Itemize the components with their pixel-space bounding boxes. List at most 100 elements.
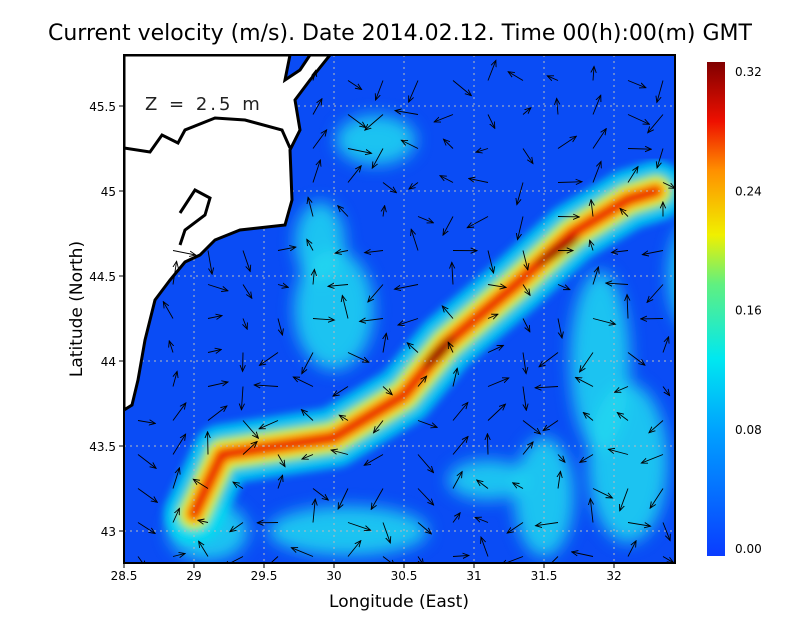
velocity-arrow [172,553,185,556]
velocity-arrow [407,343,419,353]
velocity-arrow [417,420,437,428]
colorbar-label: 0.00 [735,542,762,556]
velocity-arrow [452,80,471,96]
velocity-arrow [487,314,498,318]
velocity-arrow [662,337,669,353]
velocity-arrow [242,284,252,299]
velocity-arrow [172,403,186,421]
velocity-arrow [277,318,282,336]
x-tick-label: 29 [186,569,201,583]
velocity-arrow [371,488,384,510]
velocity-arrow [223,556,244,563]
velocity-arrow [241,386,243,410]
velocity-arrow [592,318,615,325]
velocity-arrow [328,285,349,287]
y-tick-label: 44 [101,355,116,369]
velocity-arrow [733,366,737,387]
velocity-arrow [508,72,524,81]
colorbar-label: 0.24 [735,184,762,198]
velocity-arrow [733,440,750,455]
velocity-arrow [649,420,664,433]
velocity-arrow [590,240,593,251]
velocity-arrow [163,302,174,319]
velocity-arrow [418,556,424,563]
velocity-arrow [733,403,750,420]
velocity-arrow [522,442,533,455]
velocity-arrow [382,556,395,563]
x-tick-label: 31.5 [531,569,558,583]
velocity-arrow [383,206,385,217]
x-axis-label: Longitude (East) [329,592,469,612]
x-tick-label: 32 [606,569,621,583]
velocity-arrow [657,80,664,103]
velocity-arrow [417,376,427,387]
velocity-arrow [733,557,752,559]
velocity-arrow [230,522,244,532]
velocity-arrow [627,167,638,183]
velocity-arrow [647,284,664,303]
velocity-arrow [593,66,594,81]
velocity-arrow [592,129,606,149]
velocity-arrow [409,182,419,190]
velocity-arrow [307,239,314,251]
velocity-arrow [650,488,664,509]
velocity-arrow [642,250,664,255]
velocity-arrow [518,216,524,240]
velocity-arrow [641,454,664,464]
velocity-arrow [242,250,250,272]
velocity-arrow [557,136,576,149]
velocity-arrow [501,556,524,563]
velocity-arrow [576,377,594,387]
velocity-arrow [522,284,530,296]
velocity-arrow [487,404,505,421]
velocity-arrow [301,410,314,421]
velocity-arrow [476,149,489,153]
velocity-arrow [513,483,524,489]
colorbar [707,62,725,556]
velocity-arrow [550,556,559,563]
velocity-arrow [522,148,533,164]
velocity-arrow [627,522,651,527]
velocity-arrow [331,450,349,455]
velocity-arrow [233,482,244,489]
land-area [124,55,332,412]
velocity-arrow [452,402,468,421]
velocity-arrow [417,522,431,534]
velocity-arrow [172,508,179,523]
velocity-arrow [347,166,361,183]
velocity-arrow [487,345,503,353]
x-tick-label: 30 [326,569,341,583]
speed-patch [448,460,528,500]
velocity-arrow [277,247,296,250]
velocity-arrow [376,80,384,101]
velocity-arrow [169,341,173,353]
velocity-arrow [627,541,636,557]
velocity-arrow [606,283,629,284]
velocity-arrow [398,318,419,326]
velocity-arrow [207,316,222,319]
velocity-arrow [207,382,228,387]
velocity-arrow [580,352,594,372]
velocity-arrow [347,80,362,90]
velocity-arrow [481,537,489,557]
velocity-arrow [583,413,594,421]
velocity-arrow [469,178,489,183]
velocity-vectors [137,60,752,563]
velocity-arrow [728,265,733,284]
velocity-arrow [452,555,469,556]
velocity-arrow [199,541,209,557]
velocity-arrow [620,488,629,511]
velocity-arrow [662,386,670,396]
velocity-arrow [687,230,698,251]
velocity-arrow [627,80,646,88]
velocity-arrow [557,284,570,290]
velocity-arrow [395,284,419,290]
velocity-arrow [558,471,560,489]
y-tick-label: 45.5 [89,100,116,114]
velocity-arrow [627,295,628,319]
velocity-arrow [627,149,651,150]
velocity-arrow [277,285,288,288]
velocity-arrow [487,60,496,81]
velocity-arrow [475,517,489,523]
